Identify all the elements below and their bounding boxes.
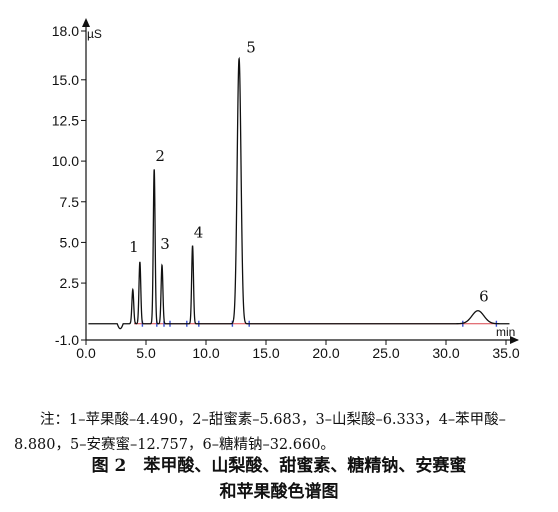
x-unit-label: min (496, 325, 515, 339)
figure-caption-line-1: 图 2 苯甲酸、山梨酸、甜蜜素、糖精钠、安赛蜜 (91, 456, 467, 476)
y-tick-label: 7.5 (60, 194, 80, 210)
y-unit-label: µS (87, 27, 102, 41)
peak-label-group: 1 2 3 4 5 6 (129, 39, 489, 306)
peak-label: 1 (129, 238, 139, 256)
peak-label: 2 (155, 147, 165, 165)
tick-group: 0.0 5.0 10.0 15.0 20.0 25.0 30.0 35.0 -1.0 2.5 5.0… (52, 23, 520, 361)
peak-label: 5 (246, 39, 256, 57)
peak-label: 6 (479, 288, 489, 306)
y-tick-label: 15.0 (52, 72, 79, 88)
figure-caption-line-2: 和苹果酸色谱图 (219, 482, 339, 502)
axes (82, 18, 519, 344)
y-axis-arrow (82, 18, 90, 27)
y-tick-label: 10.0 (52, 153, 79, 169)
x-tick-label: 20.0 (312, 345, 339, 361)
x-tick-label: 0.0 (76, 345, 96, 361)
y-tick-label: 2.5 (60, 275, 80, 291)
chart-note: 注：1–苹果酸–4.490，2–甜蜜素–5.683，3–山梨酸–6.333，4–… (14, 412, 506, 453)
peak-label: 3 (160, 235, 170, 253)
y-tick-label: 5.0 (60, 234, 80, 250)
x-axis-arrow (510, 336, 519, 344)
chromatogram-chart: 0.0 5.0 10.0 15.0 20.0 25.0 30.0 35.0 -1.0 2.5 5.0… (52, 18, 520, 361)
x-tick-label: 35.0 (492, 345, 519, 361)
x-tick-label: 25.0 (372, 345, 399, 361)
x-tick-label: 30.0 (432, 345, 459, 361)
peak-label: 4 (194, 224, 204, 242)
x-tick-label: 10.0 (192, 345, 219, 361)
x-tick-label: 15.0 (252, 345, 279, 361)
x-tick-label: 5.0 (136, 345, 156, 361)
chromatogram-trace (88, 56, 510, 330)
y-tick-label: 12.5 (52, 112, 79, 128)
y-tick-label: 18.0 (52, 23, 79, 39)
y-tick-label: -1.0 (55, 332, 79, 348)
